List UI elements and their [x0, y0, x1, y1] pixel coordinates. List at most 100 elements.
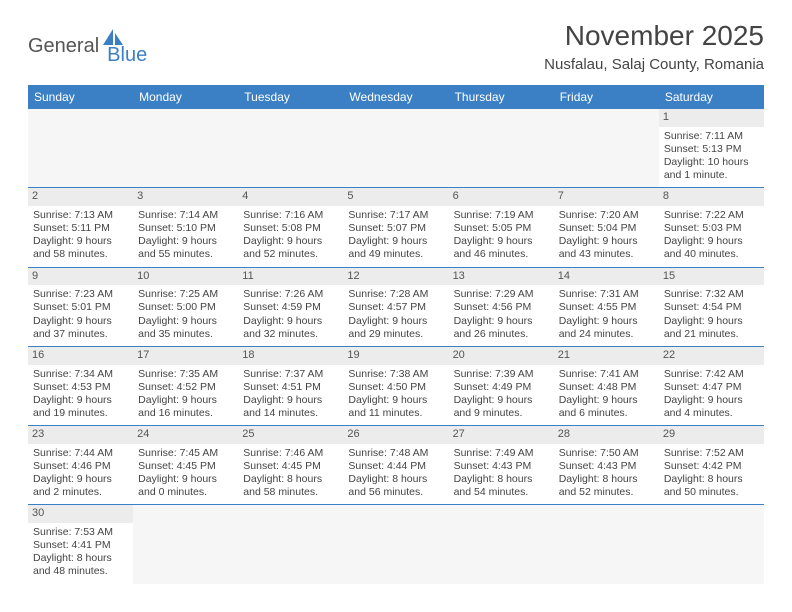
- day-number: 3: [133, 188, 238, 206]
- sunset-text: Sunset: 4:43 PM: [454, 460, 549, 473]
- calendar: SundayMondayTuesdayWednesdayThursdayFrid…: [28, 85, 764, 584]
- week-row: 30Sunrise: 7:53 AMSunset: 4:41 PMDayligh…: [28, 505, 764, 583]
- sunset-text: Sunset: 4:41 PM: [33, 539, 128, 552]
- day-number: 16: [28, 347, 133, 365]
- sunrise-text: Sunrise: 7:16 AM: [243, 209, 338, 222]
- sunrise-text: Sunrise: 7:25 AM: [138, 288, 233, 301]
- sunset-text: Sunset: 4:42 PM: [664, 460, 759, 473]
- daylight-text: Daylight: 9 hours and 14 minutes.: [243, 394, 338, 420]
- sunrise-text: Sunrise: 7:22 AM: [664, 209, 759, 222]
- sunrise-text: Sunrise: 7:48 AM: [348, 447, 443, 460]
- day-cell: [449, 505, 554, 583]
- sunrise-text: Sunrise: 7:38 AM: [348, 368, 443, 381]
- sunrise-text: Sunrise: 7:53 AM: [33, 526, 128, 539]
- sunrise-text: Sunrise: 7:14 AM: [138, 209, 233, 222]
- day-number: 21: [554, 347, 659, 365]
- week-row: 16Sunrise: 7:34 AMSunset: 4:53 PMDayligh…: [28, 347, 764, 426]
- daylight-text: Daylight: 9 hours and 35 minutes.: [138, 315, 233, 341]
- daylight-text: Daylight: 8 hours and 48 minutes.: [33, 552, 128, 578]
- day-cell: 18Sunrise: 7:37 AMSunset: 4:51 PMDayligh…: [238, 347, 343, 425]
- day-cell: [133, 505, 238, 583]
- day-number: 22: [659, 347, 764, 365]
- sunset-text: Sunset: 5:11 PM: [33, 222, 128, 235]
- sunrise-text: Sunrise: 7:19 AM: [454, 209, 549, 222]
- day-cell: 24Sunrise: 7:45 AMSunset: 4:45 PMDayligh…: [133, 426, 238, 504]
- sunset-text: Sunset: 4:45 PM: [138, 460, 233, 473]
- day-number: 25: [238, 426, 343, 444]
- day-cell: 29Sunrise: 7:52 AMSunset: 4:42 PMDayligh…: [659, 426, 764, 504]
- week-row: 1Sunrise: 7:11 AMSunset: 5:13 PMDaylight…: [28, 109, 764, 188]
- sunrise-text: Sunrise: 7:11 AM: [664, 130, 759, 143]
- sunset-text: Sunset: 4:59 PM: [243, 301, 338, 314]
- sunrise-text: Sunrise: 7:37 AM: [243, 368, 338, 381]
- sunset-text: Sunset: 4:52 PM: [138, 381, 233, 394]
- sunset-text: Sunset: 4:47 PM: [664, 381, 759, 394]
- daylight-text: Daylight: 9 hours and 52 minutes.: [243, 235, 338, 261]
- day-cell: 4Sunrise: 7:16 AMSunset: 5:08 PMDaylight…: [238, 188, 343, 266]
- daylight-text: Daylight: 9 hours and 46 minutes.: [454, 235, 549, 261]
- sunset-text: Sunset: 5:08 PM: [243, 222, 338, 235]
- location: Nusfalau, Salaj County, Romania: [544, 56, 764, 73]
- day-cell: 27 Sunrise: 7:49 AMSunset: 4:43 PMDayligh…: [449, 426, 554, 504]
- day-cell: 6Sunrise: 7:19 AMSunset: 5:05 PMDaylight…: [449, 188, 554, 266]
- day-cell: 14Sunrise: 7:31 AMSunset: 4:55 PMDayligh…: [554, 268, 659, 346]
- day-header-row: SundayMondayTuesdayWednesdayThursdayFrid…: [28, 85, 764, 109]
- sunset-text: Sunset: 5:04 PM: [559, 222, 654, 235]
- day-cell: [28, 109, 133, 187]
- sunrise-text: Sunrise: 7:49 AM: [454, 447, 549, 460]
- day-header: Sunday: [28, 85, 133, 109]
- daylight-text: Daylight: 8 hours and 58 minutes.: [243, 473, 338, 499]
- day-cell: 11Sunrise: 7:26 AMSunset: 4:59 PMDayligh…: [238, 268, 343, 346]
- sunrise-text: Sunrise: 7:42 AM: [664, 368, 759, 381]
- day-number: 28: [554, 426, 659, 444]
- daylight-text: Daylight: 9 hours and 24 minutes.: [559, 315, 654, 341]
- daylight-text: Daylight: 9 hours and 49 minutes.: [348, 235, 443, 261]
- week-row: 9Sunrise: 7:23 AMSunset: 5:01 PMDaylight…: [28, 268, 764, 347]
- daylight-text: Daylight: 8 hours and 56 minutes.: [348, 473, 443, 499]
- day-number: 27: [449, 426, 554, 444]
- sunset-text: Sunset: 5:01 PM: [33, 301, 128, 314]
- daylight-text: Daylight: 8 hours and 54 minutes.: [454, 473, 549, 499]
- day-cell: 1Sunrise: 7:11 AMSunset: 5:13 PMDaylight…: [659, 109, 764, 187]
- day-number: 9: [28, 268, 133, 286]
- sunrise-text: Sunrise: 7:52 AM: [664, 447, 759, 460]
- day-cell: 10Sunrise: 7:25 AMSunset: 5:00 PMDayligh…: [133, 268, 238, 346]
- day-cell: 19Sunrise: 7:38 AMSunset: 4:50 PMDayligh…: [343, 347, 448, 425]
- daylight-text: Daylight: 9 hours and 26 minutes.: [454, 315, 549, 341]
- day-number: 12: [343, 268, 448, 286]
- day-cell: [554, 109, 659, 187]
- day-cell: 22 Sunrise: 7:42 AMSunset: 4:47 PMDayligh…: [659, 347, 764, 425]
- daylight-text: Daylight: 9 hours and 58 minutes.: [33, 235, 128, 261]
- day-cell: 12Sunrise: 7:28 AMSunset: 4:57 PMDayligh…: [343, 268, 448, 346]
- day-cell: 15Sunrise: 7:32 AMSunset: 4:54 PMDayligh…: [659, 268, 764, 346]
- sunrise-text: Sunrise: 7:34 AM: [33, 368, 128, 381]
- daylight-text: Daylight: 9 hours and 0 minutes.: [138, 473, 233, 499]
- daylight-text: Daylight: 9 hours and 37 minutes.: [33, 315, 128, 341]
- sunset-text: Sunset: 5:13 PM: [664, 143, 759, 156]
- sunset-text: Sunset: 4:56 PM: [454, 301, 549, 314]
- daylight-text: Daylight: 8 hours and 50 minutes.: [664, 473, 759, 499]
- day-number: 8: [659, 188, 764, 206]
- day-cell: [133, 109, 238, 187]
- sunrise-text: Sunrise: 7:17 AM: [348, 209, 443, 222]
- sunrise-text: Sunrise: 7:50 AM: [559, 447, 654, 460]
- day-number: 20: [449, 347, 554, 365]
- sunrise-text: Sunrise: 7:39 AM: [454, 368, 549, 381]
- day-number: 23: [28, 426, 133, 444]
- daylight-text: Daylight: 9 hours and 29 minutes.: [348, 315, 443, 341]
- header: General Blue November 2025 Nusfalau, Sal…: [28, 20, 764, 73]
- daylight-text: Daylight: 9 hours and 4 minutes.: [664, 394, 759, 420]
- daylight-text: Daylight: 10 hours and 1 minute.: [664, 156, 759, 182]
- sunset-text: Sunset: 4:54 PM: [664, 301, 759, 314]
- sunset-text: Sunset: 4:48 PM: [559, 381, 654, 394]
- day-cell: 20Sunrise: 7:39 AMSunset: 4:49 PMDayligh…: [449, 347, 554, 425]
- month-title: November 2025: [544, 20, 764, 52]
- sunrise-text: Sunrise: 7:44 AM: [33, 447, 128, 460]
- day-header: Monday: [133, 85, 238, 109]
- day-number: 17: [133, 347, 238, 365]
- week-row: 23Sunrise: 7:44 AMSunset: 4:46 PMDayligh…: [28, 426, 764, 505]
- day-number: 5: [343, 188, 448, 206]
- day-number: 14: [554, 268, 659, 286]
- logo: General Blue: [28, 26, 147, 67]
- sunrise-text: Sunrise: 7:46 AM: [243, 447, 338, 460]
